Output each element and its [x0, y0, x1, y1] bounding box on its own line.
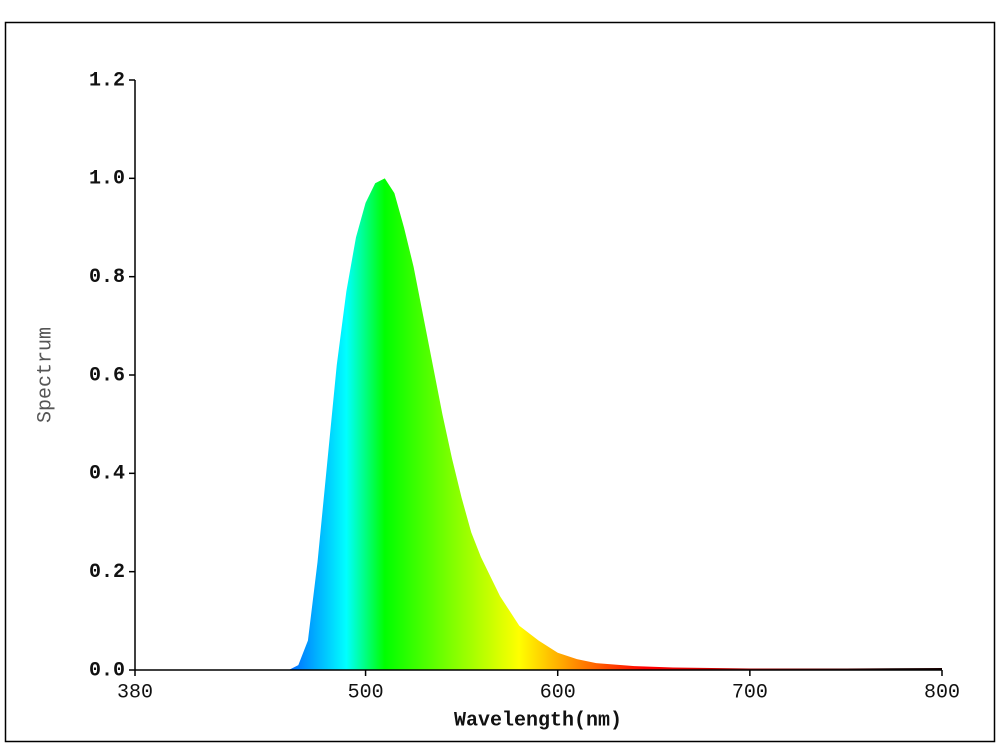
- y-tick-label: 1.2: [89, 69, 125, 92]
- y-tick-label: 0.8: [89, 266, 125, 289]
- y-tick-label: 0.0: [89, 659, 125, 682]
- y-tick-label: 0.6: [89, 364, 125, 387]
- y-tick-label: 1.0: [89, 168, 125, 191]
- spectrum-area: [135, 178, 942, 671]
- frame: [4, 21, 996, 743]
- x-axis-label: Wavelength(nm): [454, 709, 622, 732]
- y-axis-label: Spectrum: [34, 327, 57, 423]
- y-tick-label: 0.4: [89, 463, 125, 486]
- x-tick-label: 500: [348, 681, 384, 704]
- x-tick-label: 800: [924, 681, 960, 704]
- x-tick-label: 380: [117, 681, 153, 704]
- x-tick-label: 700: [732, 681, 768, 704]
- y-tick-label: 0.2: [89, 561, 125, 584]
- x-tick-label: 600: [540, 681, 576, 704]
